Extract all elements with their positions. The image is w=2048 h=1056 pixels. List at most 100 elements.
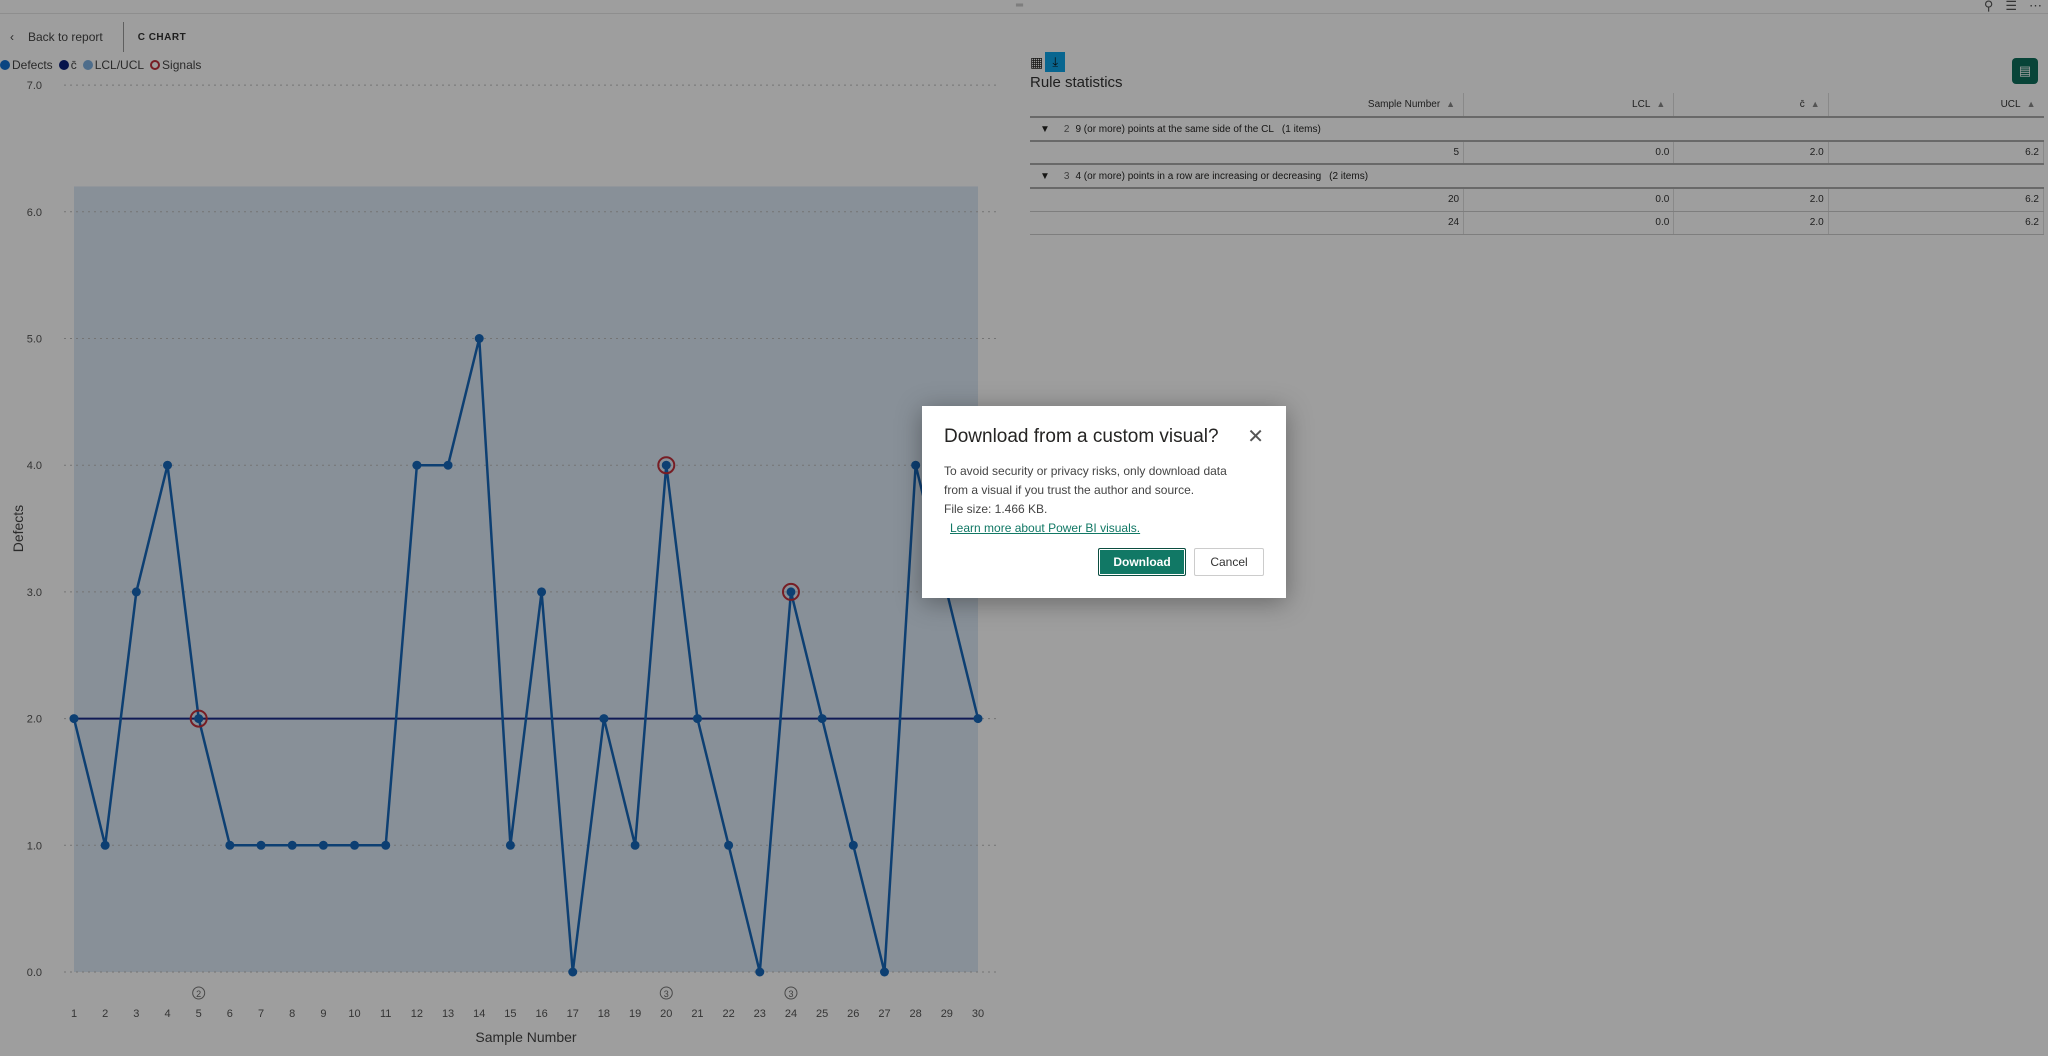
export-button[interactable]: ▤	[2012, 58, 2038, 84]
data-point[interactable]	[973, 714, 983, 724]
table-icon[interactable]: ▦	[1030, 53, 1044, 70]
download-icon[interactable]: ⤓	[1045, 52, 1066, 72]
x-tick-label: 27	[878, 1008, 890, 1020]
x-tick-label: 14	[473, 1008, 485, 1020]
x-tick-label: 3	[133, 1008, 139, 1020]
legend-defects[interactable]: Defects	[0, 58, 53, 72]
y-tick-label: 5.0	[27, 334, 42, 346]
cancel-button[interactable]: Cancel	[1194, 548, 1264, 576]
close-icon[interactable]: ✕	[1247, 426, 1264, 448]
data-point[interactable]	[412, 460, 422, 470]
signal-marker[interactable]	[657, 456, 676, 475]
x-tick-label: 30	[972, 1008, 984, 1020]
legend-signals[interactable]: Signals	[150, 58, 201, 72]
x-tick-label: 5	[196, 1008, 202, 1020]
table-row: 20 0.0 2.0 6.2	[1030, 188, 2045, 212]
legend-dot-icon	[58, 60, 69, 70]
data-point[interactable]	[287, 840, 297, 850]
data-point[interactable]	[630, 840, 640, 850]
rule-badge: 3	[1063, 170, 1070, 182]
data-point[interactable]	[817, 714, 827, 724]
signal-marker[interactable]	[189, 709, 208, 728]
learn-more-link[interactable]: Learn more about Power BI visuals.	[950, 521, 1141, 535]
sort-icon[interactable]: ▲	[2026, 99, 2036, 109]
data-point[interactable]	[692, 714, 702, 724]
dialog-text-1: To avoid security or privacy risks, only…	[944, 464, 1227, 478]
x-tick-label: 19	[629, 1008, 641, 1020]
data-point[interactable]	[599, 714, 609, 724]
rule-badge-label: 2	[196, 989, 201, 999]
legend-dot-icon	[0, 60, 10, 70]
rule-badge-icon	[784, 986, 798, 1000]
data-point[interactable]	[163, 460, 173, 470]
sort-icon[interactable]: ▲	[1446, 99, 1456, 109]
column-header[interactable]: c̄ ▲	[1673, 93, 1829, 117]
table-cell: 2.0	[1673, 188, 1829, 212]
data-point[interactable]	[256, 840, 266, 850]
legend-label: Signals	[162, 58, 202, 72]
control-limit-band	[74, 186, 978, 973]
collapse-icon[interactable]: ▼	[1040, 123, 1050, 135]
data-point[interactable]	[69, 714, 79, 724]
legend-lcl-ucl[interactable]: LCL/UCL	[82, 58, 144, 72]
x-tick-label: 7	[258, 1008, 264, 1020]
rule-group-row[interactable]: ▼ 2 9 (or more) points at the same side of…	[1030, 116, 2044, 142]
x-tick-label: 8	[289, 1008, 295, 1020]
x-tick-label: 12	[411, 1008, 423, 1020]
data-point[interactable]	[443, 460, 453, 470]
x-tick-label: 21	[691, 1008, 703, 1020]
data-point[interactable]	[100, 840, 110, 850]
data-point[interactable]	[225, 840, 235, 850]
more-icon[interactable]: ⋯	[2029, 0, 2042, 13]
rule-statistics-title: Rule statistics	[1030, 74, 1123, 91]
data-point[interactable]	[537, 587, 547, 597]
sort-icon[interactable]: ▲	[1810, 99, 1820, 109]
download-button[interactable]: Download	[1098, 548, 1186, 576]
data-point[interactable]	[661, 460, 671, 470]
rule-badge-label: 3	[788, 989, 793, 999]
x-tick-label: 6	[227, 1008, 233, 1020]
legend-label: c̄	[70, 58, 77, 72]
table-cell: 20	[1030, 188, 1465, 212]
rule-badge-label: 3	[664, 989, 669, 999]
data-point[interactable]	[381, 840, 391, 850]
data-point[interactable]	[879, 967, 889, 977]
data-point[interactable]	[848, 840, 858, 850]
x-tick-label: 24	[785, 1008, 797, 1020]
back-to-report-button[interactable]: ‹ Back to report	[10, 22, 124, 52]
data-point[interactable]	[786, 587, 796, 597]
column-label: c̄	[1799, 99, 1805, 110]
column-header[interactable]: LCL ▲	[1463, 93, 1675, 117]
drag-handle-icon[interactable]: ═	[1016, 0, 1024, 11]
filter-icon[interactable]: ☰	[2005, 0, 2017, 13]
data-point[interactable]	[318, 840, 328, 850]
legend-label: Defects	[12, 58, 53, 72]
x-tick-label: 9	[320, 1008, 326, 1020]
back-label: Back to report	[28, 30, 103, 44]
column-header[interactable]: UCL ▲	[1828, 93, 2043, 117]
data-point[interactable]	[350, 840, 360, 850]
data-point[interactable]	[474, 334, 484, 343]
x-tick-label: 10	[348, 1008, 360, 1020]
signal-marker[interactable]	[781, 582, 800, 601]
data-point[interactable]	[505, 840, 515, 850]
legend-cbar[interactable]: c̄	[58, 58, 77, 72]
file-size: File size: 1.466 KB.	[944, 502, 1048, 516]
data-point[interactable]	[911, 460, 921, 470]
table-cell: 0.0	[1463, 188, 1675, 212]
data-point[interactable]	[568, 967, 578, 977]
sort-icon[interactable]: ▲	[1656, 99, 1666, 109]
rule-group-row[interactable]: ▼ 3 4 (or more) points in a row are increa…	[1030, 163, 2044, 189]
pin-icon[interactable]: ⚲	[1983, 0, 1994, 13]
data-point[interactable]	[724, 840, 734, 850]
column-header[interactable]: Sample Number ▲	[1030, 93, 1465, 117]
data-point[interactable]	[194, 714, 204, 724]
dialog-text-2: from a visual if you trust the author an…	[944, 483, 1195, 497]
collapse-icon[interactable]: ▼	[1040, 170, 1050, 182]
x-tick-label: 22	[722, 1008, 734, 1020]
data-point[interactable]	[755, 967, 765, 977]
x-tick-label: 17	[567, 1008, 579, 1020]
data-point[interactable]	[131, 587, 141, 597]
y-tick-label: 7.0	[27, 80, 42, 92]
x-tick-label: 1	[71, 1008, 77, 1020]
